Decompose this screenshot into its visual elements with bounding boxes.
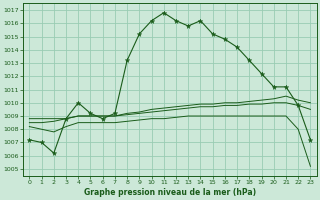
X-axis label: Graphe pression niveau de la mer (hPa): Graphe pression niveau de la mer (hPa) bbox=[84, 188, 256, 197]
